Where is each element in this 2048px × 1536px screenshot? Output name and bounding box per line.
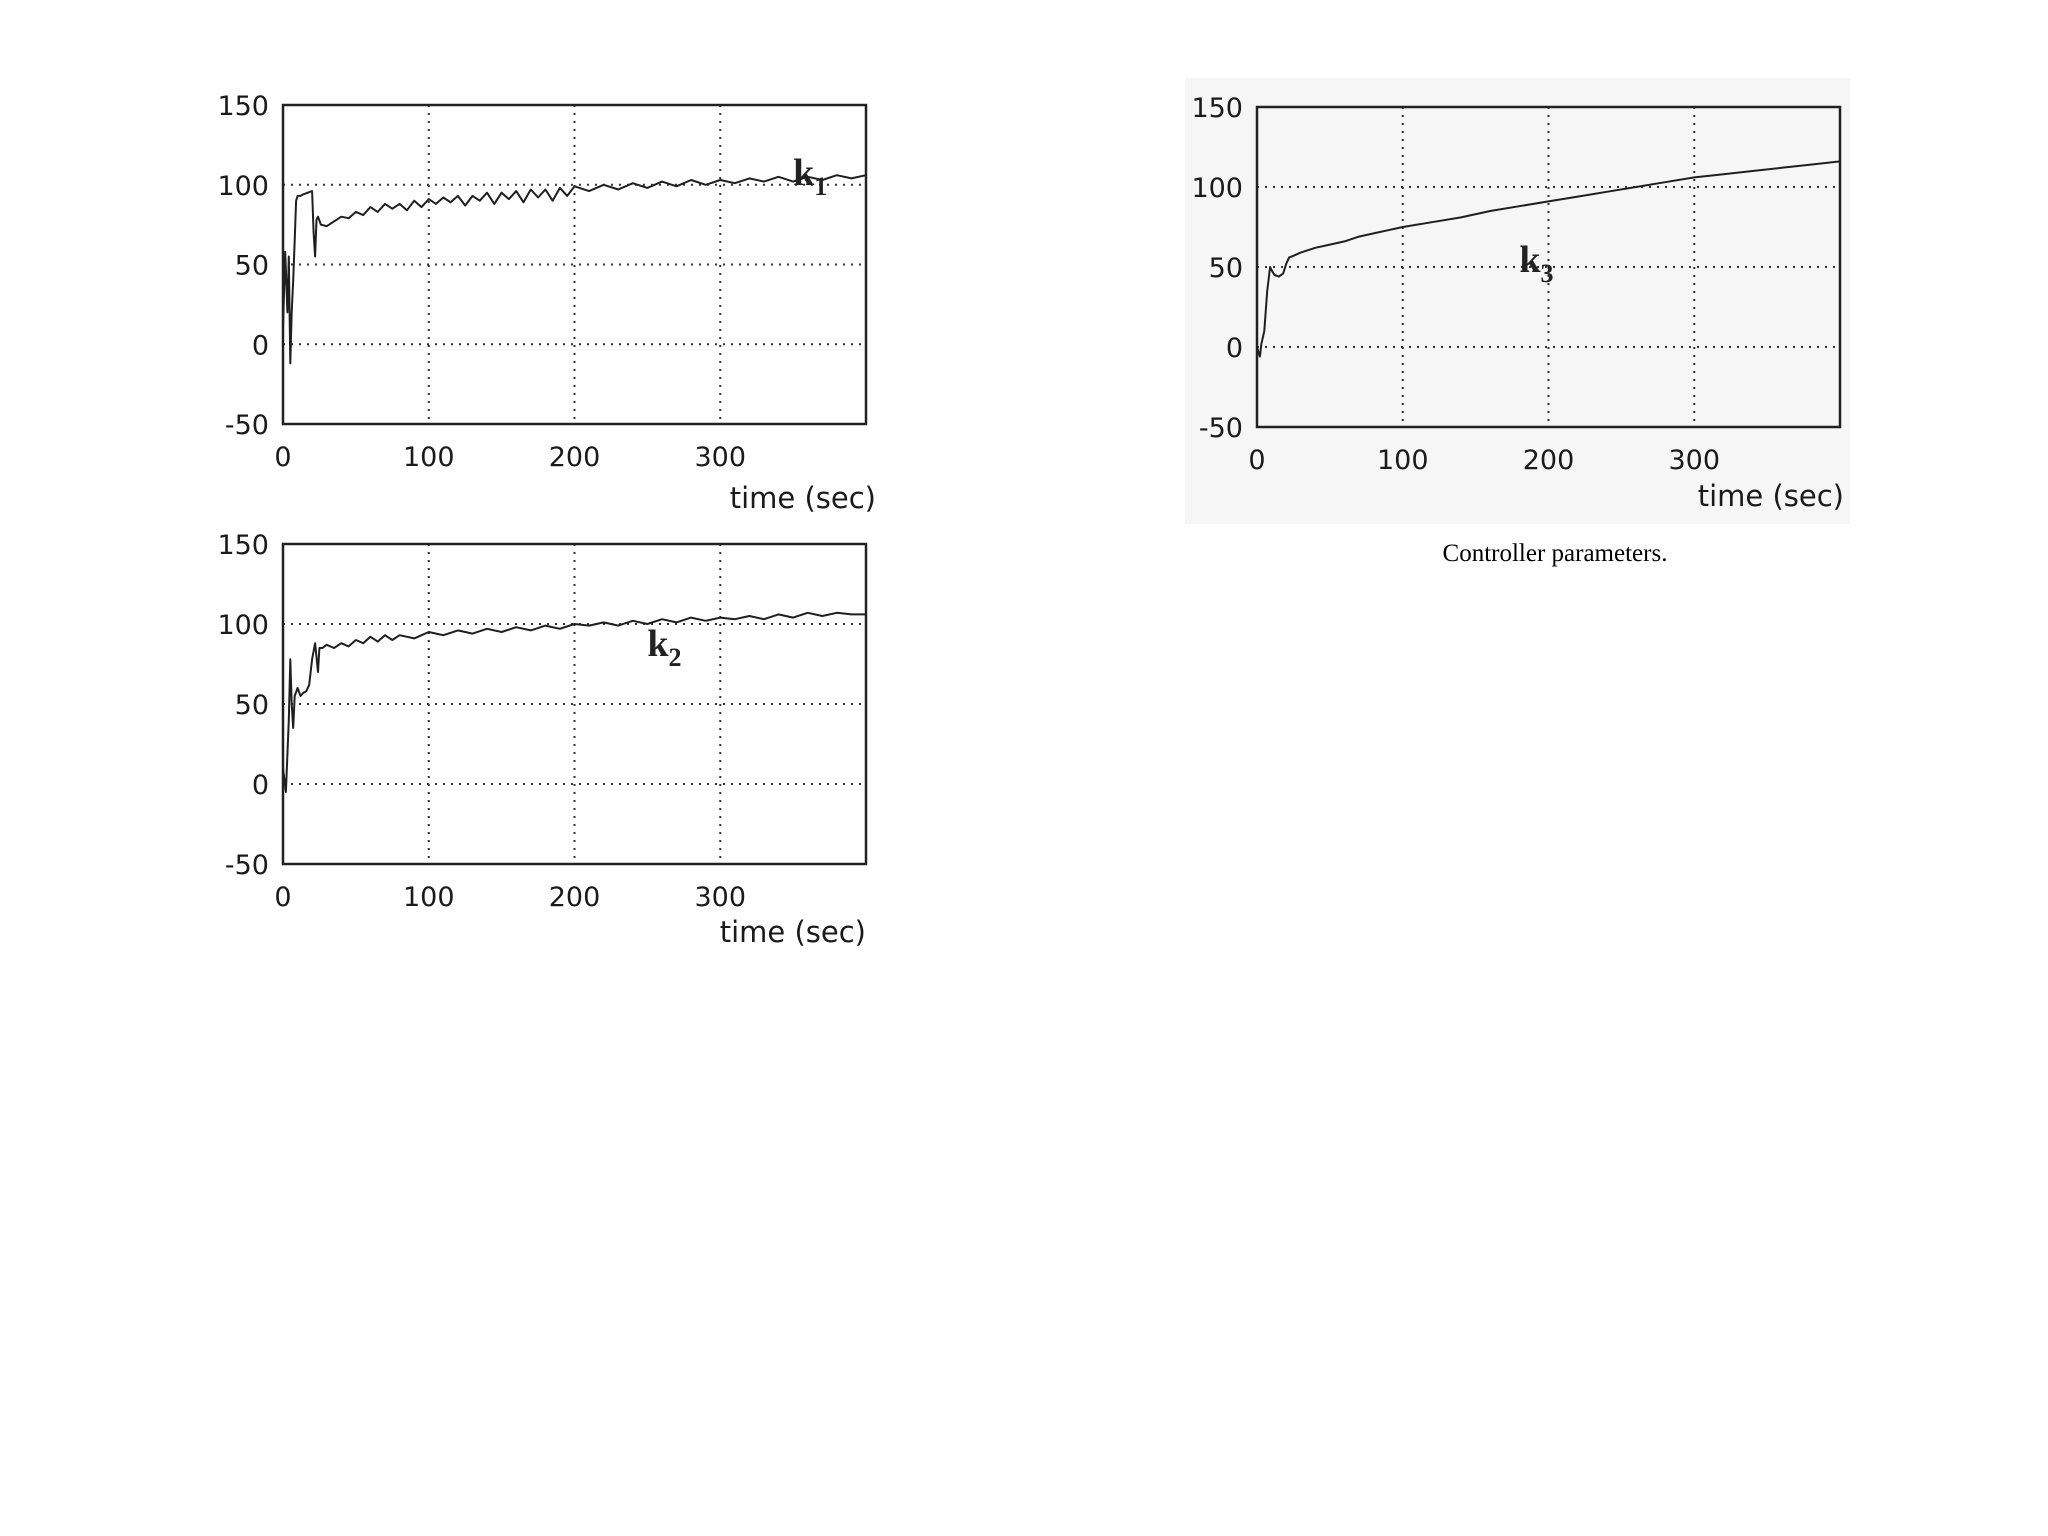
x-tick-label: 100 — [403, 882, 455, 913]
y-tick-label: 50 — [235, 251, 269, 282]
series-line — [1256, 160, 1841, 358]
y-tick-label: 150 — [1191, 93, 1243, 124]
x-tick-label: 0 — [1248, 445, 1265, 476]
y-tick-label: 50 — [235, 690, 269, 721]
x-axis-label: time (sec) — [730, 481, 876, 515]
y-tick-label: 100 — [1191, 173, 1243, 204]
y-tick-label: 0 — [1226, 333, 1243, 364]
x-tick-label: 300 — [694, 882, 746, 913]
x-tick-label: 200 — [1523, 445, 1575, 476]
x-tick-label: 300 — [1668, 445, 1720, 476]
series-label: k1 — [793, 152, 827, 201]
y-tick-label: -50 — [1199, 413, 1243, 444]
y-tick-label: 0 — [252, 770, 269, 801]
plot-frame — [1255, 105, 1842, 429]
x-tick-label: 100 — [1377, 445, 1429, 476]
y-tick-label: -50 — [225, 850, 269, 881]
x-axis-label: time (sec) — [1698, 479, 1844, 513]
plot-frame — [281, 542, 868, 866]
series-line — [282, 174, 867, 365]
series-line — [282, 611, 866, 793]
y-tick-label: 100 — [217, 171, 269, 202]
x-tick-label: 200 — [549, 442, 601, 473]
plot-frame — [281, 103, 868, 426]
figure-caption: Controller parameters. — [1442, 540, 1668, 567]
series-label: k3 — [1519, 239, 1553, 288]
y-tick-label: 100 — [217, 610, 269, 641]
x-tick-label: 0 — [274, 442, 291, 473]
y-tick-label: 0 — [252, 330, 269, 361]
y-tick-label: 150 — [217, 91, 269, 122]
x-tick-label: 300 — [694, 442, 746, 473]
x-tick-label: 200 — [549, 882, 601, 913]
series-label: k2 — [647, 623, 681, 672]
y-tick-label: -50 — [225, 410, 269, 441]
y-tick-label: 50 — [1209, 253, 1243, 284]
x-tick-label: 0 — [274, 882, 291, 913]
x-axis-label: time (sec) — [720, 915, 866, 949]
x-tick-label: 100 — [403, 442, 455, 473]
k3-panel-background — [1185, 78, 1850, 524]
y-tick-label: 150 — [217, 530, 269, 561]
